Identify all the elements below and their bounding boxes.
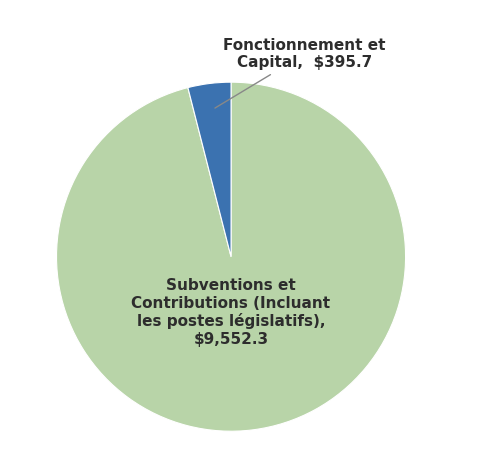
Wedge shape: [57, 82, 406, 431]
Text: Fonctionnement et
Capital,  $395.7: Fonctionnement et Capital, $395.7: [215, 38, 386, 108]
Wedge shape: [188, 82, 231, 256]
Text: Subventions et
Contributions (Incluant
les postes législatifs),
$9,552.3: Subventions et Contributions (Incluant l…: [132, 278, 331, 347]
